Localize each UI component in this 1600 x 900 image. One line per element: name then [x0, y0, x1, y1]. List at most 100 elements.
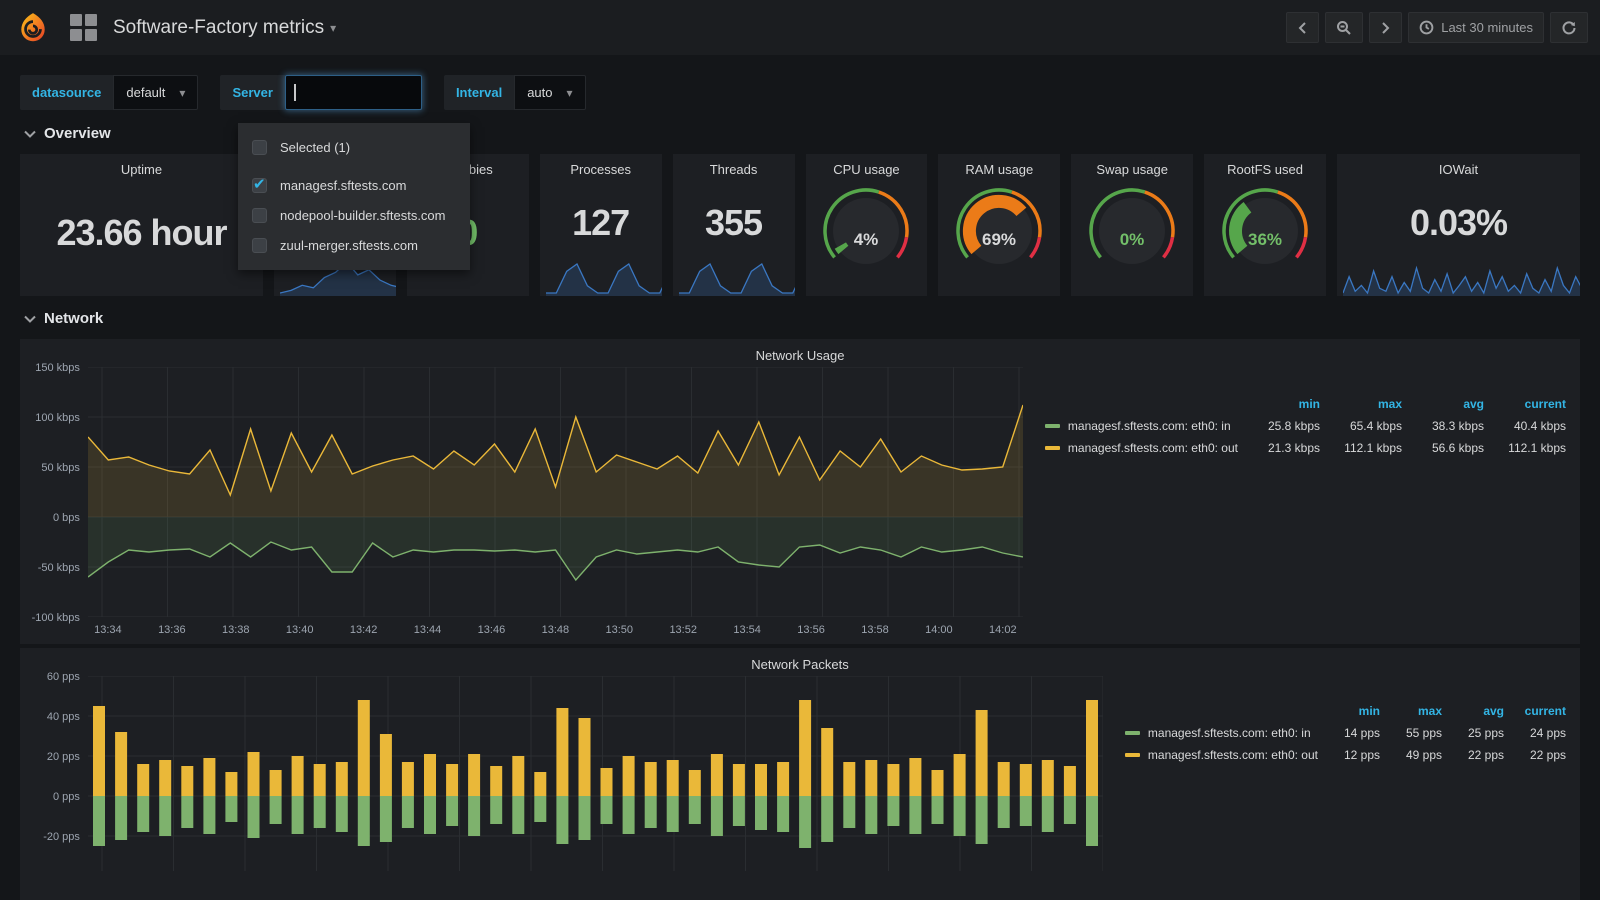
checkbox-unchecked[interactable] — [252, 140, 267, 155]
x-tick: 13:38 — [216, 624, 256, 636]
y-tick: -20 pps — [20, 831, 80, 843]
panel-title[interactable]: RootFS used — [1204, 154, 1326, 181]
chevron-left-icon — [1297, 21, 1308, 35]
legend-value: 56.6 kbps — [1402, 441, 1484, 455]
legend-series[interactable]: managesf.sftests.com: eth0: out — [1125, 748, 1318, 762]
series-name: managesf.sftests.com: eth0: in — [1068, 419, 1231, 433]
server-dropdown: Selected (1) managesf.sftests.com nodepoo… — [238, 123, 470, 270]
y-axis: 60 pps40 pps20 pps0 pps-20 pps — [20, 671, 88, 843]
network-usage-plot[interactable] — [88, 367, 1023, 617]
x-tick: 13:48 — [535, 624, 575, 636]
y-tick: 0 pps — [20, 791, 80, 803]
legend-value: 38.3 kbps — [1402, 419, 1484, 433]
time-back-button[interactable] — [1286, 12, 1319, 43]
panel-threads: Threads 355 — [673, 154, 795, 296]
panel-title[interactable]: Uptime — [20, 154, 263, 181]
server-label: Server — [220, 75, 284, 110]
server-option[interactable]: nodepool-builder.sftests.com — [238, 200, 470, 230]
legend-value: 25 pps — [1442, 726, 1504, 740]
svg-text:69%: 69% — [982, 230, 1016, 249]
series-name: managesf.sftests.com: eth0: out — [1148, 748, 1318, 762]
legend-series[interactable]: managesf.sftests.com: eth0: out — [1045, 441, 1238, 455]
panel-network-packets: Network Packets 60 pps40 pps20 pps0 pps-… — [20, 648, 1580, 900]
network-packets-plot[interactable] — [88, 676, 1103, 871]
navbar: Software-Factory metrics ▾ Last 30 minut… — [0, 0, 1600, 55]
time-range-label: Last 30 minutes — [1441, 20, 1533, 35]
y-tick: 50 kbps — [20, 462, 80, 474]
checkbox-checked[interactable] — [252, 178, 267, 193]
series-color-swatch — [1125, 753, 1140, 757]
interval-select[interactable]: auto ▾ — [514, 75, 585, 110]
server-option-label: nodepool-builder.sftests.com — [280, 208, 445, 223]
server-option[interactable]: managesf.sftests.com — [238, 170, 470, 200]
ram-gauge: 69% — [938, 184, 1060, 266]
panel-uptime: Uptime 23.66 hour — [20, 154, 263, 296]
time-range-picker[interactable]: Last 30 minutes — [1408, 12, 1544, 43]
chevron-down-icon[interactable]: ▾ — [330, 21, 336, 35]
y-axis: 150 kbps100 kbps50 kbps0 bps-50 kbps-100… — [20, 362, 88, 624]
refresh-button[interactable] — [1550, 12, 1588, 43]
x-tick: 13:58 — [855, 624, 895, 636]
checkbox-unchecked[interactable] — [252, 238, 267, 253]
y-tick: 60 pps — [20, 671, 80, 683]
legend-header: avg — [1442, 704, 1504, 718]
y-tick: -100 kbps — [20, 612, 80, 624]
panel-title[interactable]: Threads — [673, 154, 795, 181]
svg-text:0%: 0% — [1120, 230, 1145, 249]
zoom-out-button[interactable] — [1325, 12, 1363, 43]
dashboards-grid-icon[interactable] — [70, 14, 97, 41]
time-forward-button[interactable] — [1369, 12, 1402, 43]
legend-header: avg — [1402, 397, 1484, 411]
series-color-swatch — [1125, 731, 1140, 735]
panel-title[interactable]: RAM usage — [938, 154, 1060, 181]
legend-value: 24 pps — [1504, 726, 1566, 740]
server-option[interactable]: zuul-merger.sftests.com — [238, 230, 470, 260]
zoom-out-icon — [1336, 20, 1352, 36]
panel-title[interactable]: Network Usage — [20, 339, 1580, 367]
legend-series[interactable]: managesf.sftests.com: eth0: in — [1125, 726, 1318, 740]
series-color-swatch — [1045, 446, 1060, 450]
chevron-down-icon: ▾ — [567, 86, 573, 100]
clock-icon — [1419, 20, 1434, 35]
panel-title[interactable]: Network Packets — [20, 648, 1580, 676]
legend-value: 12 pps — [1318, 748, 1380, 762]
chevron-right-icon — [1380, 21, 1391, 35]
legend-value: 40.4 kbps — [1484, 419, 1566, 433]
legend-header: max — [1380, 704, 1442, 718]
grafana-logo[interactable] — [16, 11, 50, 45]
panel-title[interactable]: Processes — [540, 154, 662, 181]
section-title: Overview — [44, 125, 111, 142]
panel-ram-usage: RAM usage 69% — [938, 154, 1060, 296]
x-tick: 14:02 — [983, 624, 1023, 636]
section-title: Network — [44, 310, 103, 327]
x-tick: 13:54 — [727, 624, 767, 636]
legend-header: current — [1504, 704, 1566, 718]
panel-title[interactable]: Swap usage — [1071, 154, 1193, 181]
panel-iowait: IOWait 0.03% — [1337, 154, 1580, 296]
server-option-label: zuul-merger.sftests.com — [280, 238, 418, 253]
var-datasource: datasource default ▾ — [20, 75, 198, 110]
x-tick: 13:40 — [280, 624, 320, 636]
dashboard-title[interactable]: Software-Factory metrics — [113, 17, 324, 39]
legend-value: 25.8 kbps — [1238, 419, 1320, 433]
stat-value: 355 — [673, 202, 795, 244]
x-tick: 13:46 — [471, 624, 511, 636]
x-axis: 13:3413:3613:3813:4013:4213:4413:4613:48… — [88, 624, 1023, 636]
section-network[interactable]: Network — [0, 296, 1600, 335]
svg-text:4%: 4% — [854, 230, 879, 249]
datasource-select[interactable]: default ▾ — [113, 75, 198, 110]
panel-title[interactable]: IOWait — [1337, 154, 1580, 181]
panel-title[interactable]: CPU usage — [806, 154, 928, 181]
y-tick: -50 kbps — [20, 562, 80, 574]
checkbox-unchecked[interactable] — [252, 208, 267, 223]
series-name: managesf.sftests.com: eth0: in — [1148, 726, 1311, 740]
legend-value: 14 pps — [1318, 726, 1380, 740]
legend-series[interactable]: managesf.sftests.com: eth0: in — [1045, 419, 1238, 433]
interval-value: auto — [527, 85, 552, 100]
panel-rootfs-used: RootFS used 36% — [1204, 154, 1326, 296]
server-input[interactable] — [285, 75, 422, 110]
rootfs-gauge: 36% — [1204, 184, 1326, 266]
y-tick: 100 kbps — [20, 412, 80, 424]
selected-count-label: Selected (1) — [280, 140, 350, 155]
server-option-summary[interactable]: Selected (1) — [238, 132, 470, 162]
